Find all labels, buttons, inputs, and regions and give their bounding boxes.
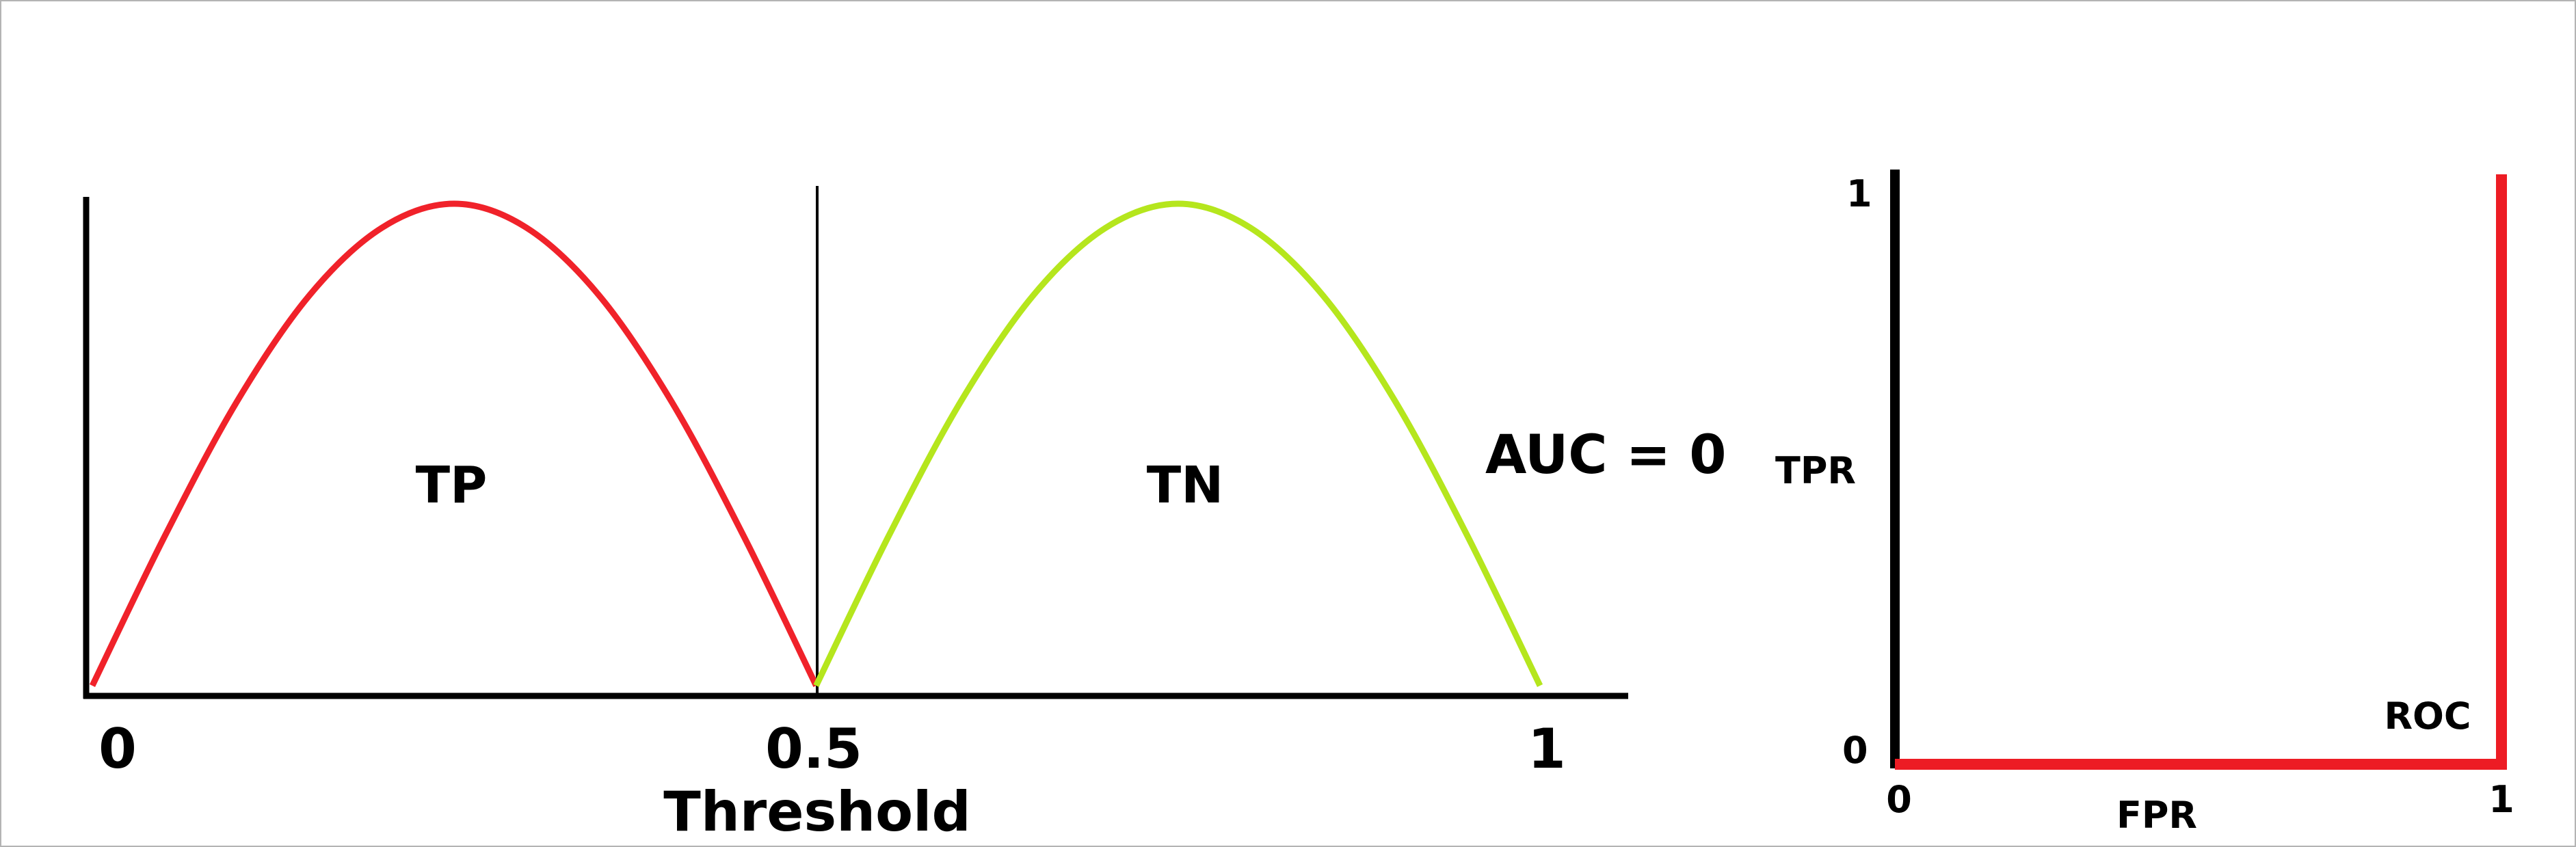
roc-series-label: ROC: [2384, 695, 2471, 738]
series-label-tp: TP: [416, 456, 488, 515]
roc-y-axis-label: TPR: [1775, 449, 1856, 492]
roc-x-tick-1: 1: [2488, 778, 2514, 821]
roc-y-tick-0: 0: [1842, 729, 1868, 772]
x-tick-0: 0: [98, 717, 137, 781]
roc-chart: 1 0 TPR 0 1 FPR ROC: [1775, 170, 2514, 837]
x-tick-1: 1: [1528, 717, 1566, 781]
x-axis-label: Threshold: [663, 780, 970, 844]
series-label-tn: TN: [1147, 456, 1223, 515]
auc-annotation: AUC = 0: [1485, 425, 1727, 486]
x-tick-0-5: 0.5: [765, 717, 862, 781]
roc-curve-line: [1895, 174, 2507, 770]
roc-y-tick-1: 1: [1846, 172, 1872, 215]
roc-x-tick-0: 0: [1886, 778, 1912, 821]
distribution-chart: TP TN 0 0.5 1 Threshold: [83, 186, 1628, 844]
roc-x-axis-label: FPR: [2116, 794, 2197, 837]
series-line-tp: [89, 200, 819, 687]
series-line-tn: [813, 200, 1543, 687]
